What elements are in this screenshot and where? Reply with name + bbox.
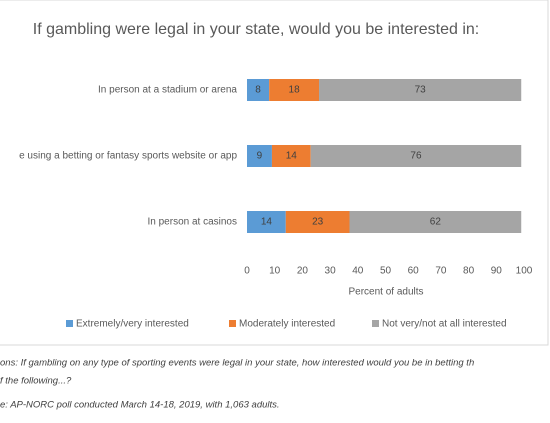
x-tick-label: 40	[352, 266, 364, 277]
data-label: 9	[257, 151, 263, 162]
bar-segment	[310, 145, 522, 167]
y-tick-label: In person at a stadium or arena	[98, 85, 237, 96]
x-tick-label: 70	[435, 266, 447, 277]
note: f the following...?	[0, 376, 72, 387]
data-label: 23	[312, 217, 324, 228]
bar-segment	[285, 211, 350, 233]
bar-segment	[269, 79, 320, 101]
legend-swatch	[372, 320, 379, 327]
bar-segment	[319, 79, 522, 101]
y-tick-label: In person at casinos	[148, 217, 238, 228]
legend-label: Extremely/very interested	[76, 319, 189, 330]
x-tick-label: 60	[408, 266, 420, 277]
legend-swatch	[229, 320, 236, 327]
bar-segment	[271, 145, 311, 167]
bar-segment	[247, 145, 272, 167]
legend-swatch	[66, 320, 73, 327]
bar-segment	[349, 211, 522, 233]
legend-label: Not very/not at all interested	[382, 319, 507, 330]
chart-frame	[0, 0, 549, 346]
legend-label: Moderately interested	[239, 319, 335, 330]
x-tick-label: 10	[269, 266, 281, 277]
data-label: 62	[430, 217, 442, 228]
bar-segment	[247, 211, 286, 233]
data-label: 76	[410, 151, 422, 162]
x-tick-label: 100	[516, 266, 533, 277]
y-tick-label: e using a betting or fantasy sports webs…	[19, 151, 237, 162]
data-label: 14	[261, 217, 273, 228]
x-tick-label: 80	[463, 266, 475, 277]
x-tick-label: 20	[297, 266, 309, 277]
chart-title: If gambling were legal in your state, wo…	[33, 21, 479, 38]
note: ons: If gambling on any type of sporting…	[0, 358, 474, 369]
x-tick-label: 90	[491, 266, 503, 277]
data-label: 14	[286, 151, 298, 162]
data-label: 73	[415, 85, 427, 96]
x-tick-label: 50	[380, 266, 392, 277]
data-label: 18	[289, 85, 301, 96]
x-tick-label: 30	[325, 266, 337, 277]
x-tick-label: 0	[244, 266, 250, 277]
note: e: AP-NORC poll conducted March 14-18, 2…	[0, 400, 280, 411]
x-axis-label: Percent of adults	[348, 287, 423, 298]
data-label: 8	[255, 85, 261, 96]
bar-segment	[247, 79, 270, 101]
